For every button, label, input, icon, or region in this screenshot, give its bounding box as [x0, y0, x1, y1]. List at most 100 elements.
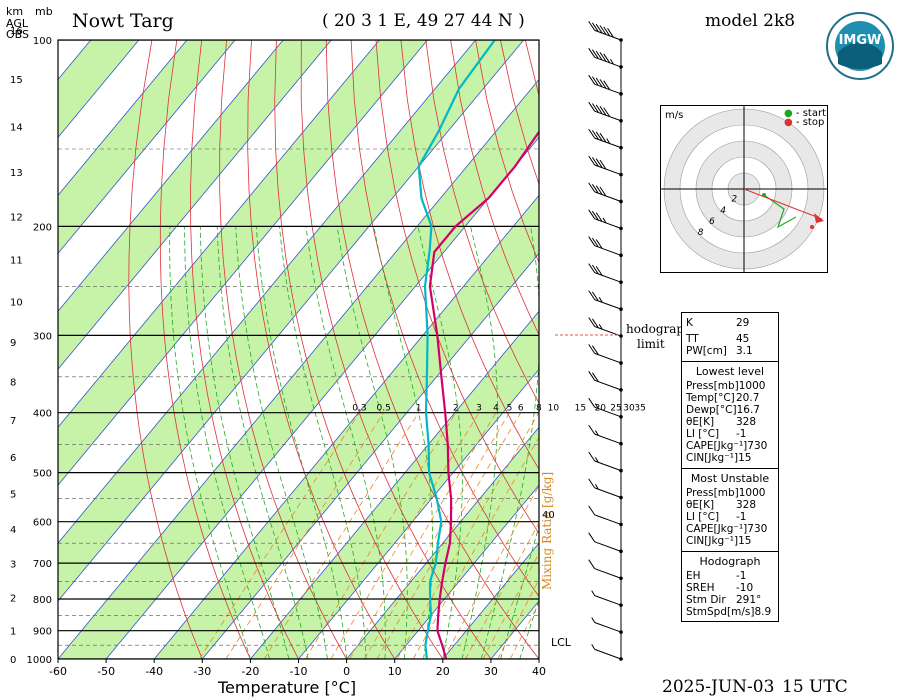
km-tick-label: 0	[10, 655, 16, 666]
hodograph-stat-row: EH -1	[686, 570, 747, 582]
lowest-level-row: Press[mb] 1000	[686, 380, 766, 392]
isotherm-line	[201, 252, 539, 659]
lowest-level-row: CAPE[Jkg⁻¹] 730	[686, 440, 768, 452]
pressure-tick-label: 500	[33, 469, 52, 480]
wind-barb	[591, 617, 622, 633]
wind-barb	[588, 344, 622, 364]
wind-barb	[591, 590, 622, 606]
km-tick-label: 3	[10, 560, 16, 571]
hodograph-start-legend: ● - start	[784, 108, 826, 119]
lowest-level-row: θE[K] 328	[686, 416, 757, 428]
isotherm-line	[153, 194, 539, 659]
hodograph-ring-label: 8	[698, 228, 704, 238]
moist-adiabat	[199, 226, 290, 659]
dry-adiabat	[450, 40, 539, 336]
km-tick-label: 4	[10, 525, 16, 536]
temperature-profile	[428, 130, 539, 659]
isotherm-line	[58, 40, 380, 428]
x-tick-label: 40	[532, 665, 546, 678]
wind-barb	[588, 397, 622, 418]
mixing-ratio-label: 20	[595, 404, 607, 414]
km-tick-label: 12	[10, 213, 23, 224]
mixing-ratio-label: 4	[493, 404, 499, 414]
lowest-level-row: CIN[Jkg⁻¹] 15	[686, 452, 752, 464]
wind-barb-dot	[619, 280, 623, 285]
station-coordinates: ( 20 3 1 E, 49 27 44 N )	[322, 11, 525, 31]
pressure-tick-label: 700	[33, 559, 52, 570]
indices-panel: K 29 TT 45 PW[cm] 3.1 Lowest level Press[mb…	[681, 312, 779, 622]
most-unstable-row: θE[K] 328	[686, 499, 757, 511]
isotherm-line	[346, 426, 539, 659]
wind-barb	[588, 209, 622, 229]
wind-barb-dot	[619, 414, 623, 419]
valid-time: 15 UTC	[782, 677, 848, 697]
wind-barb	[588, 290, 622, 310]
imgw-logo: IMGW	[826, 12, 894, 80]
mixing-ratio-label: 0.3	[352, 404, 366, 414]
wind-barb-dot	[619, 441, 623, 446]
mixing-ratio-label: 2	[453, 404, 459, 414]
mixing-ratio-label: 30	[623, 404, 635, 414]
wind-barb	[588, 155, 622, 176]
mb-axis-label: mb	[35, 5, 53, 18]
hodograph-stat-row: SREH -10	[686, 582, 754, 594]
most-unstable-row: CAPE[Jkg⁻¹] 730	[686, 523, 768, 535]
agl-label: AGL	[6, 17, 28, 30]
x-tick-label: -50	[97, 665, 115, 678]
x-tick-label: 20	[436, 665, 450, 678]
mixing-ratio-axis-title: Mixing Ratio [g/kg]	[540, 471, 554, 590]
hodograph-stat-row: Stm Dir 291°	[686, 594, 762, 606]
station-title: Nowt Targ	[72, 10, 174, 32]
storm-motion-vector	[743, 188, 823, 220]
hodograph-stop-point	[810, 225, 814, 229]
lcl-label: LCL	[551, 636, 571, 649]
isotherm-line	[58, 78, 539, 659]
x-tick-label: -20	[241, 665, 259, 678]
hodograph-trace	[763, 194, 797, 229]
valid-date: 2025-JUN-03	[662, 677, 775, 697]
x-axis-title: Temperature [°C]	[218, 678, 357, 697]
km-tick-label: 1	[10, 626, 16, 637]
wind-barb	[588, 182, 622, 202]
isotherm-line	[394, 484, 539, 659]
isotherm-line	[58, 40, 284, 312]
mixing-ratio-label: 25	[610, 404, 621, 414]
km-axis-label: km	[6, 5, 24, 18]
hodograph-stat-row: StmSpd[m/s] 8.9	[686, 606, 772, 618]
pressure-tick-label: 200	[33, 222, 52, 233]
mark-40: 40	[542, 510, 555, 521]
wind-barb	[588, 532, 622, 552]
x-tick-label: -60	[49, 665, 67, 678]
wind-barb	[588, 74, 622, 95]
most-unstable-row: CIN[Jkg⁻¹] 15	[686, 535, 752, 547]
wind-barb-dot	[619, 334, 623, 338]
isotherm-line	[442, 542, 539, 659]
km-tick-label: 9	[10, 338, 16, 349]
wind-barb	[588, 317, 622, 337]
mixing-ratio-label: 1	[416, 404, 422, 414]
wind-barb	[588, 101, 622, 122]
isotherm-line	[58, 40, 332, 370]
x-tick-label: 30	[484, 665, 498, 678]
moist-adiabat	[216, 226, 309, 659]
isotherm-line	[58, 40, 188, 197]
lowest-level-row: LI [°C] -1	[686, 428, 747, 440]
k-index-row: K 29	[686, 317, 750, 329]
isotherm-line	[298, 368, 539, 659]
wind-barb	[588, 371, 622, 391]
most-unstable-title: Most Unstable	[690, 472, 770, 485]
mixing-ratio-label: 3	[476, 404, 482, 414]
wind-barb	[588, 236, 622, 256]
mixing-ratio-label: 0.5	[377, 404, 391, 414]
moist-adiabat	[169, 226, 251, 659]
wind-barb	[588, 451, 622, 472]
km-tick-label: 6	[10, 453, 16, 464]
km-tick-label: 2	[10, 593, 16, 604]
hodograph-unit: m/s	[665, 110, 684, 121]
mixing-ratio-label: 15	[575, 404, 586, 414]
storm-motion-arrowhead	[814, 213, 824, 223]
moist-adiabat	[519, 598, 539, 659]
pressure-tick-label: 600	[33, 518, 52, 529]
